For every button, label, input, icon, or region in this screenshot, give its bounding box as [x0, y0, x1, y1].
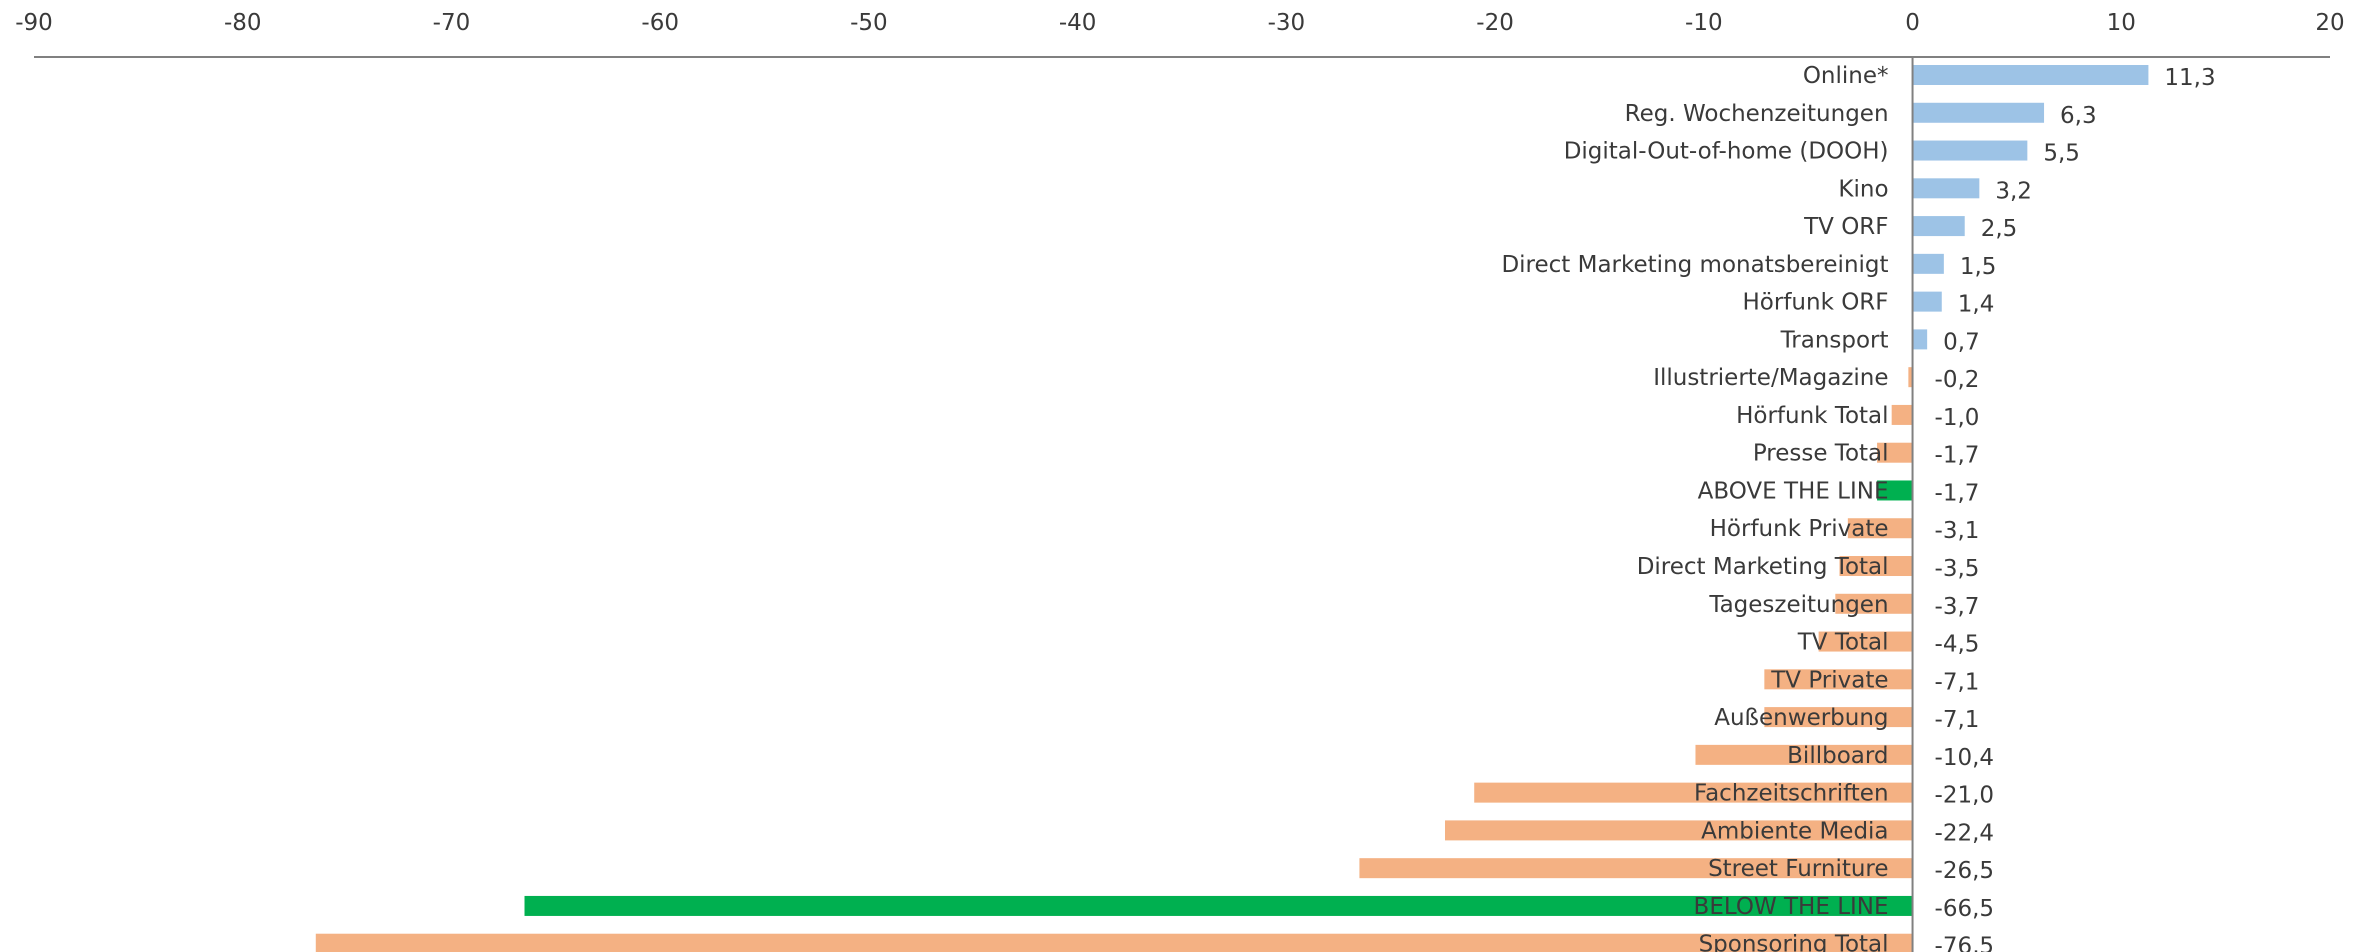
data-label: -7,1	[1935, 707, 1980, 733]
data-label: -1,0	[1935, 405, 1980, 431]
bar	[1695, 744, 1913, 765]
data-label: -3,7	[1935, 594, 1980, 620]
bar	[1818, 631, 1913, 652]
category-label: Hörfunk Total	[1736, 403, 1888, 429]
data-label: -10,4	[1935, 745, 1995, 771]
category-label: Tageszeitungen	[1708, 592, 1888, 618]
category-label: Transport	[1780, 327, 1889, 353]
data-label: -0,2	[1935, 367, 1980, 393]
data-label: 5,5	[2043, 141, 2080, 167]
bar	[1877, 442, 1913, 463]
data-label: -3,1	[1935, 518, 1980, 544]
category-label: TV Private	[1770, 667, 1888, 693]
x-tick-label: -20	[1476, 10, 1514, 36]
bar	[1764, 707, 1913, 728]
data-label: -1,7	[1935, 480, 1980, 506]
category-label: Außenwerbung	[1714, 705, 1888, 731]
bar	[1444, 820, 1913, 841]
data-label: -22,4	[1935, 820, 1995, 846]
bar	[1359, 858, 1913, 879]
category-label: Direct Marketing monatsbereinigt	[1501, 252, 1888, 278]
x-tick-label: -40	[1059, 10, 1097, 36]
category-label: Hörfunk Private	[1710, 516, 1889, 542]
bar	[1764, 669, 1913, 690]
bar	[1912, 253, 1944, 274]
bar	[1474, 782, 1913, 803]
data-label: 2,5	[1981, 216, 2018, 242]
x-tick-label: -10	[1685, 10, 1723, 36]
category-label: Presse Total	[1753, 441, 1889, 467]
bar	[1877, 480, 1913, 501]
data-label: 11,3	[2164, 65, 2215, 91]
category-label: Reg. Wochenzeitungen	[1625, 101, 1889, 127]
x-tick-label: 10	[2107, 10, 2136, 36]
x-tick-label: -70	[433, 10, 471, 36]
category-label: ABOVE THE LINE	[1698, 478, 1889, 504]
bar	[524, 895, 1913, 916]
category-label: Illustrierte/Magazine	[1653, 365, 1888, 391]
bar	[1912, 329, 1928, 350]
category-label: Fachzeitschriften	[1694, 781, 1889, 807]
category-label: Hörfunk ORF	[1743, 290, 1889, 316]
category-label: Street Furniture	[1708, 856, 1888, 882]
x-tick-label: -60	[641, 10, 679, 36]
data-label: -1,7	[1935, 443, 1980, 469]
category-label: Sponsoring Total	[1699, 932, 1889, 952]
bar	[1847, 518, 1913, 539]
data-label: -76,5	[1935, 934, 1995, 952]
category-label: Direct Marketing Total	[1637, 554, 1889, 580]
bar	[1912, 140, 2028, 161]
category-label: BELOW THE LINE	[1694, 894, 1889, 920]
bar	[1912, 291, 1942, 312]
x-tick-label: -80	[224, 10, 262, 36]
category-label: TV ORF	[1803, 214, 1888, 240]
data-label: 0,7	[1943, 329, 1980, 355]
bar	[1908, 367, 1913, 388]
bar	[1912, 216, 1965, 237]
bar	[1891, 404, 1913, 425]
bar	[1839, 556, 1913, 577]
data-label: 1,5	[1960, 254, 1997, 280]
data-label: 6,3	[2060, 103, 2097, 129]
category-label: Billboard	[1787, 743, 1888, 769]
data-label: -4,5	[1935, 632, 1980, 658]
data-label: -66,5	[1935, 896, 1995, 922]
data-label: -3,5	[1935, 556, 1980, 582]
x-tick-label: -90	[15, 10, 53, 36]
bar	[1912, 65, 2149, 85]
data-label: 3,2	[1995, 178, 2032, 204]
data-label: -21,0	[1935, 783, 1995, 809]
x-tick-label: 20	[2315, 10, 2344, 36]
data-label: -26,5	[1935, 858, 1995, 884]
data-label: -7,1	[1935, 669, 1980, 695]
data-label: 1,4	[1958, 292, 1995, 318]
bar	[315, 933, 1913, 952]
category-label: Online*	[1803, 63, 1889, 89]
x-tick-label: -30	[1268, 10, 1306, 36]
category-label: Digital-Out-of-home (DOOH)	[1564, 139, 1889, 165]
category-label: Ambiente Media	[1701, 818, 1888, 844]
category-label: Kino	[1838, 176, 1888, 202]
bar	[1912, 178, 1980, 199]
category-label: TV Total	[1797, 630, 1889, 656]
bar	[1912, 102, 2045, 123]
x-tick-label: 0	[1905, 10, 1920, 36]
bar	[1835, 593, 1913, 614]
x-tick-label: -50	[850, 10, 888, 36]
